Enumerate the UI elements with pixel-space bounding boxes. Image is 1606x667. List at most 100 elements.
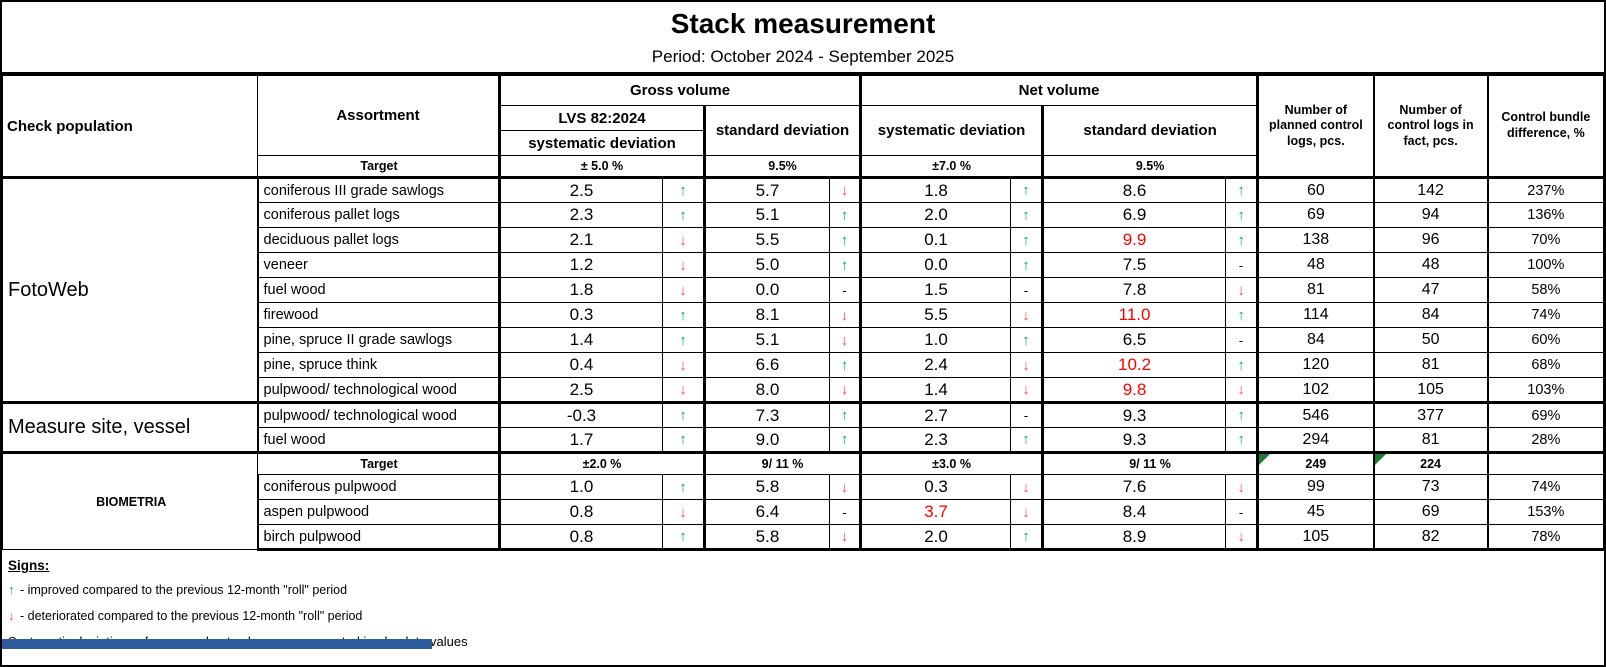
legend-item-text: - deteriorated compared to the previous … xyxy=(19,609,363,623)
planned-count-cell: 81 xyxy=(1256,277,1375,303)
fact-count-cell: 84 xyxy=(1372,302,1489,328)
assortment-cell: pine, spruce II grade sawlogs xyxy=(256,327,500,353)
down-arrow-icon: ↓ xyxy=(662,499,705,525)
up-arrow-icon: ↑ xyxy=(1010,427,1044,453)
value-cell: 1.7 xyxy=(498,427,663,453)
target-net-systematic: ±7.0 % xyxy=(859,155,1044,179)
down-arrow-icon: ↓ xyxy=(1225,277,1259,303)
assortment-cell: aspen pulpwood xyxy=(256,499,500,525)
value-cell: 2.3 xyxy=(859,427,1012,453)
up-arrow-icon: ↑ xyxy=(662,327,705,353)
section-label: BIOMETRIA xyxy=(2,451,258,550)
value-cell: 5.8 xyxy=(703,474,830,500)
note-indicator-icon xyxy=(1375,455,1386,465)
down-arrow-icon: ↓ xyxy=(662,252,705,278)
target-row: Target ± 5.0 % 9.5% ±7.0 % 9.5% xyxy=(3,155,1604,179)
down-arrow-icon: ↓ xyxy=(1010,474,1044,500)
down-arrow-icon: ↓ xyxy=(1010,302,1044,328)
assortment-cell: fuel wood xyxy=(256,277,500,303)
value-cell: 1.4 xyxy=(498,327,663,353)
value-cell: 2.3 xyxy=(498,202,663,228)
value-cell: 2.5 xyxy=(498,377,663,403)
value-cell: 7.3 xyxy=(703,401,830,428)
col-header-gross-systematic-deviation: systematic deviation xyxy=(498,130,705,156)
value-cell: 1.5 xyxy=(859,277,1012,303)
planned-count-cell: 138 xyxy=(1256,227,1375,253)
value-cell: 5.5 xyxy=(859,302,1012,328)
table-row: coniferous pallet logs 2.3 ↑ 5.1 ↑ 2.0 ↑ 6.9 ↑ 69… xyxy=(3,202,1604,228)
up-arrow-icon: ↑ xyxy=(8,582,15,597)
value-cell: 9.0 xyxy=(703,427,830,453)
bundle-diff-cell: 103% xyxy=(1486,377,1604,403)
bundle-diff-cell: 100% xyxy=(1486,252,1604,278)
value-cell: -0.3 xyxy=(498,401,663,428)
fact-count-cell: 69 xyxy=(1372,499,1489,525)
fact-count-cell: 224 xyxy=(1372,451,1489,475)
no-change-dash: - xyxy=(1225,252,1259,278)
table-row: deciduous pallet logs 2.1 ↓ 5.5 ↑ 0.1 ↑ 9.9 ↑ 138… xyxy=(3,227,1604,253)
table-row: fuel wood 1.7 ↑ 9.0 ↑ 2.3 ↑ 9.3 ↑ 294 81 28% xyxy=(3,427,1604,453)
assortment-cell: firewood xyxy=(256,302,500,328)
group-header-gross-volume: Gross volume xyxy=(497,75,862,106)
down-arrow-icon: ↓ xyxy=(662,277,705,303)
period-subtitle: Period: October 2024 - September 2025 xyxy=(651,47,955,66)
target-value: ±3.0 % xyxy=(859,451,1044,475)
up-arrow-icon: ↑ xyxy=(828,352,862,378)
down-arrow-icon: ↓ xyxy=(1010,352,1044,378)
col-header-planned-logs: Number of planned control logs, pcs. xyxy=(1256,75,1375,178)
col-header-gross-standard-deviation: standard deviation xyxy=(702,105,862,156)
bundle-diff-cell: 70% xyxy=(1486,227,1604,253)
up-arrow-icon: ↑ xyxy=(1225,427,1259,453)
bundle-diff-cell: 237% xyxy=(1486,176,1604,203)
down-arrow-icon: ↓ xyxy=(828,302,862,328)
down-arrow-icon: ↓ xyxy=(828,377,862,403)
value-cell: 5.7 xyxy=(703,176,830,203)
assortment-cell: pulpwood/ technological wood xyxy=(256,401,500,428)
value-cell: 9.9 xyxy=(1041,227,1227,253)
assortment-cell: coniferous III grade sawlogs xyxy=(256,176,500,203)
up-arrow-icon: ↑ xyxy=(1225,401,1259,428)
down-arrow-icon: ↓ xyxy=(662,377,705,403)
bundle-diff-cell: 74% xyxy=(1486,474,1604,500)
measurement-table: Check population Assortment Gross volume… xyxy=(2,75,1604,551)
planned-count-cell: 294 xyxy=(1256,427,1375,453)
value-cell: 5.1 xyxy=(703,327,830,353)
up-arrow-icon: ↑ xyxy=(1010,327,1044,353)
value-cell: 1.4 xyxy=(859,377,1012,403)
assortment-cell: veneer xyxy=(256,252,500,278)
no-change-dash: - xyxy=(1225,327,1259,353)
value-cell: 0.8 xyxy=(498,499,663,525)
value-cell: 1.2 xyxy=(498,252,663,278)
fact-count-cell: 73 xyxy=(1372,474,1489,500)
assortment-cell: pine, spruce think xyxy=(256,352,500,378)
down-arrow-icon: ↓ xyxy=(1225,474,1259,500)
down-arrow-icon: ↓ xyxy=(828,524,862,551)
value-cell: 0.3 xyxy=(498,302,663,328)
table-row: coniferous pulpwood 1.0 ↑ 5.8 ↓ 0.3 ↓ 7.6 ↓ 99 73 7… xyxy=(3,474,1604,500)
up-arrow-icon: ↑ xyxy=(662,524,705,551)
fact-count-cell: 81 xyxy=(1372,427,1489,453)
value-cell: 2.0 xyxy=(859,524,1012,551)
target-value: 9/ 11 % xyxy=(702,451,862,475)
up-arrow-icon: ↑ xyxy=(662,401,705,428)
down-arrow-icon: ↓ xyxy=(1225,377,1259,403)
value-cell: 2.5 xyxy=(498,176,663,203)
col-header-control-bundle: Control bundle difference, % xyxy=(1486,75,1604,178)
down-arrow-icon: ↓ xyxy=(8,608,15,623)
fact-count-cell: 81 xyxy=(1372,352,1489,378)
planned-count-cell: 84 xyxy=(1256,327,1375,353)
value-cell: 2.0 xyxy=(859,202,1012,228)
legend: Signs: ↑ - improved compared to the prev… xyxy=(2,551,1604,649)
value-cell: 9.8 xyxy=(1041,377,1227,403)
value-cell: 9.3 xyxy=(1041,401,1227,428)
up-arrow-icon: ↑ xyxy=(1010,202,1044,228)
value-cell: 0.0 xyxy=(859,252,1012,278)
value-cell: 8.4 xyxy=(1041,499,1227,525)
down-arrow-icon: ↓ xyxy=(828,327,862,353)
bottom-accent-bar xyxy=(2,639,432,649)
down-arrow-icon: ↓ xyxy=(1225,524,1259,551)
up-arrow-icon: ↑ xyxy=(662,302,705,328)
legend-item-improved: ↑ - improved compared to the previous 12… xyxy=(8,582,1604,597)
up-arrow-icon: ↑ xyxy=(1225,176,1259,203)
value-cell: 8.6 xyxy=(1041,176,1227,203)
